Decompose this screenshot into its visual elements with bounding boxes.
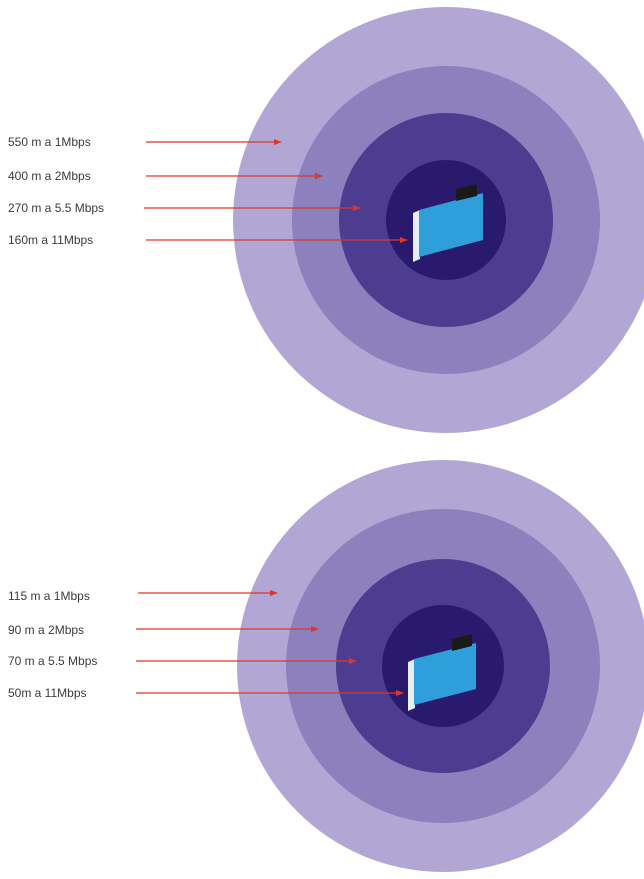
range-label-1mbps: 550 m a 1Mbps (8, 135, 91, 149)
range-label-11mbps: 160m a 11Mbps (8, 233, 93, 247)
range-label-1mbps: 115 m a 1Mbps (8, 589, 90, 603)
range-diagram-top: 550 m a 1Mbps 400 m a 2Mbps 270 m a 5.5 … (8, 7, 644, 433)
access-point-device (408, 634, 476, 711)
range-diagram-bottom: 115 m a 1Mbps 90 m a 2Mbps 70 m a 5.5 Mb… (0, 440, 644, 879)
range-label-row: 160m a 11Mbps (8, 233, 408, 247)
device-panel (414, 643, 476, 705)
range-label-row: 550 m a 1Mbps (8, 135, 282, 149)
range-label-2mbps: 90 m a 2Mbps (8, 623, 84, 637)
device-side (413, 210, 420, 262)
range-label-5-5mbps: 70 m a 5.5 Mbps (8, 654, 97, 668)
access-point-device (413, 184, 483, 262)
range-label-11mbps: 50m a 11Mbps (8, 686, 87, 700)
range-diagram-bottom-svg: 115 m a 1Mbps 90 m a 2Mbps 70 m a 5.5 Mb… (8, 460, 644, 872)
range-label-5-5mbps: 270 m a 5.5 Mbps (8, 201, 104, 215)
range-label-row: 90 m a 2Mbps (8, 623, 319, 637)
range-diagram-top-svg: 550 m a 1Mbps 400 m a 2Mbps 270 m a 5.5 … (8, 7, 644, 433)
device-panel (419, 193, 483, 257)
range-label-row: 400 m a 2Mbps (8, 169, 323, 183)
range-label-row: 50m a 11Mbps (8, 686, 404, 700)
range-label-2mbps: 400 m a 2Mbps (8, 169, 91, 183)
range-label-row: 115 m a 1Mbps (8, 589, 278, 603)
range-label-row: 70 m a 5.5 Mbps (8, 654, 357, 668)
antenna-icon (456, 184, 477, 201)
device-side (408, 659, 415, 711)
antenna-icon (452, 634, 472, 651)
range-label-row: 270 m a 5.5 Mbps (8, 201, 361, 215)
